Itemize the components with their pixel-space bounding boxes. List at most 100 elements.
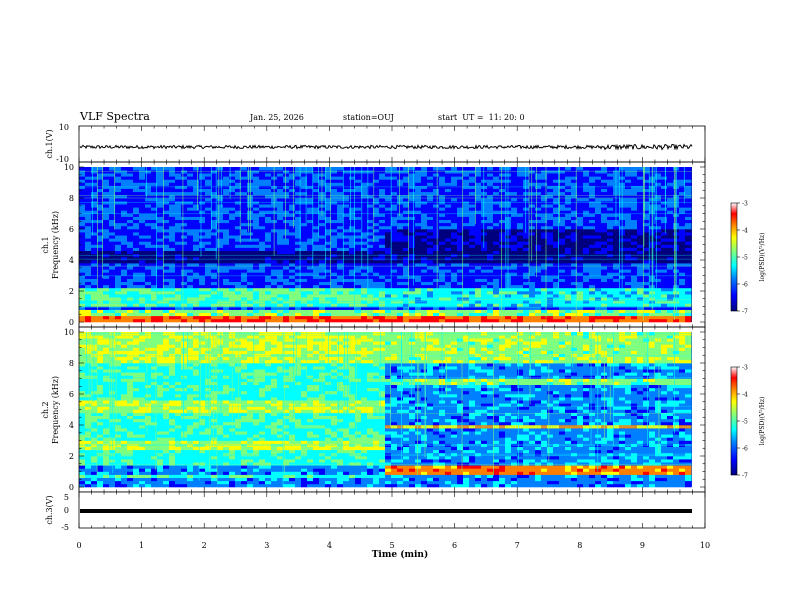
spectrogram-cell (571, 275, 578, 279)
spectrogram-cell (541, 191, 548, 196)
spectrogram-cell (427, 275, 434, 279)
spectrogram-cell (313, 204, 320, 208)
spectrogram-cell (313, 194, 320, 199)
spectrogram-cell (289, 312, 296, 317)
spectrogram-cell (553, 173, 560, 177)
spectrogram-cell (643, 188, 650, 193)
spectrogram-cell (541, 222, 548, 227)
spectrogram-cell (277, 232, 284, 236)
spectrogram-cell (373, 204, 380, 208)
spectrogram-cell (499, 191, 506, 196)
spectrogram-cell (469, 278, 476, 282)
spectrogram-cell (397, 287, 404, 292)
spectrogram-cell (415, 210, 422, 214)
spectrogram-cell (457, 232, 464, 236)
spectrogram-cell (325, 185, 332, 189)
spectrogram-cell (661, 238, 668, 242)
spectrogram-cell (559, 256, 566, 261)
spectrogram-cell (523, 176, 530, 180)
spectrogram-cell (613, 309, 620, 313)
spectrogram-cell (127, 229, 134, 233)
spectrogram-cell (559, 207, 566, 211)
spectrogram-cell (277, 204, 284, 208)
spectrogram-cell (415, 297, 422, 301)
spectrogram-cell (283, 291, 290, 295)
spectrogram-cell (421, 191, 428, 196)
spectrogram-cell (301, 260, 308, 264)
spectrogram-cell (181, 309, 188, 313)
spectrogram-cell (325, 312, 332, 317)
spectrogram-cell (193, 297, 200, 301)
spectrogram-cell (259, 253, 266, 258)
spectrogram-cell (451, 272, 458, 276)
spectrogram-cell (115, 170, 122, 174)
spectrogram-cell (109, 309, 116, 313)
spectrogram-cell (355, 281, 362, 286)
spectrogram-cell (325, 179, 332, 183)
spectrogram-cell (499, 213, 506, 217)
spectrogram-cell (295, 266, 302, 270)
spectrogram-cell (103, 238, 110, 242)
spectrogram-cell (85, 315, 92, 320)
spectrogram-cell (235, 269, 242, 273)
spectrogram-cell (475, 219, 482, 224)
spectrogram-cell (655, 170, 662, 174)
spectrogram-cell (199, 222, 206, 227)
spectrogram-cell (271, 278, 278, 282)
spectrogram-cell (433, 284, 440, 289)
spectrogram-cell (361, 213, 368, 217)
spectrogram-cell (475, 306, 482, 310)
spectrogram-cell (643, 287, 650, 292)
spectrogram-cell (283, 194, 290, 199)
spectrogram-cell (571, 247, 578, 251)
spectrogram-cell (463, 281, 470, 286)
spectrogram-cell (613, 291, 620, 295)
spectrogram-cell (583, 306, 590, 310)
spectrogram-cell (655, 294, 662, 298)
spectrogram-cell (253, 309, 260, 313)
spectrogram-cell (175, 176, 182, 180)
spectrogram-cell (619, 315, 626, 320)
spectrogram-cell (205, 235, 212, 239)
spectrogram-cell (85, 194, 92, 199)
spectrogram-cell (427, 250, 434, 255)
spectrogram-cell (385, 294, 392, 298)
spectrogram-cell (391, 210, 398, 214)
spectrogram-cell (301, 287, 308, 292)
spectrogram-cell (193, 247, 200, 251)
spectrogram-cell (625, 281, 632, 286)
spectrogram-cell (523, 207, 530, 211)
spectrogram-cell (175, 213, 182, 217)
spectrogram-cell (397, 167, 404, 171)
spectrogram-cell (433, 269, 440, 273)
spectrogram-cell (637, 269, 644, 273)
spectrogram-cell (571, 287, 578, 292)
spectrogram-cell (343, 182, 350, 186)
spectrogram-cell (595, 250, 602, 255)
spectrogram-cell (469, 229, 476, 233)
spectrogram-cell (367, 170, 374, 174)
spectrogram-cell (535, 309, 542, 313)
spectrogram-cell (331, 269, 338, 273)
spectrogram-cell (535, 284, 542, 289)
spectrogram-cell (475, 309, 482, 313)
spectrogram-cell (391, 303, 398, 307)
spectrogram-cell (409, 278, 416, 282)
spectrogram-cell (109, 238, 116, 242)
spectrogram-cell (445, 275, 452, 279)
spectrogram-cell (175, 194, 182, 199)
spectrogram-cell (289, 198, 296, 202)
spectrogram-cell (271, 256, 278, 261)
spectrogram-cell (169, 312, 176, 317)
spectrogram-cell (457, 275, 464, 279)
spectrogram-cell (235, 272, 242, 276)
spectrogram-cell (259, 176, 266, 180)
spectrogram-cell (379, 266, 386, 270)
spectrogram-cell (439, 229, 446, 233)
spectrogram-cell (115, 244, 122, 248)
spectrogram-cell (475, 241, 482, 245)
spectrogram-cell (481, 256, 488, 261)
spectrogram-cell (271, 312, 278, 317)
spectrogram-cell (493, 182, 500, 186)
spectrogram-cell (433, 303, 440, 307)
